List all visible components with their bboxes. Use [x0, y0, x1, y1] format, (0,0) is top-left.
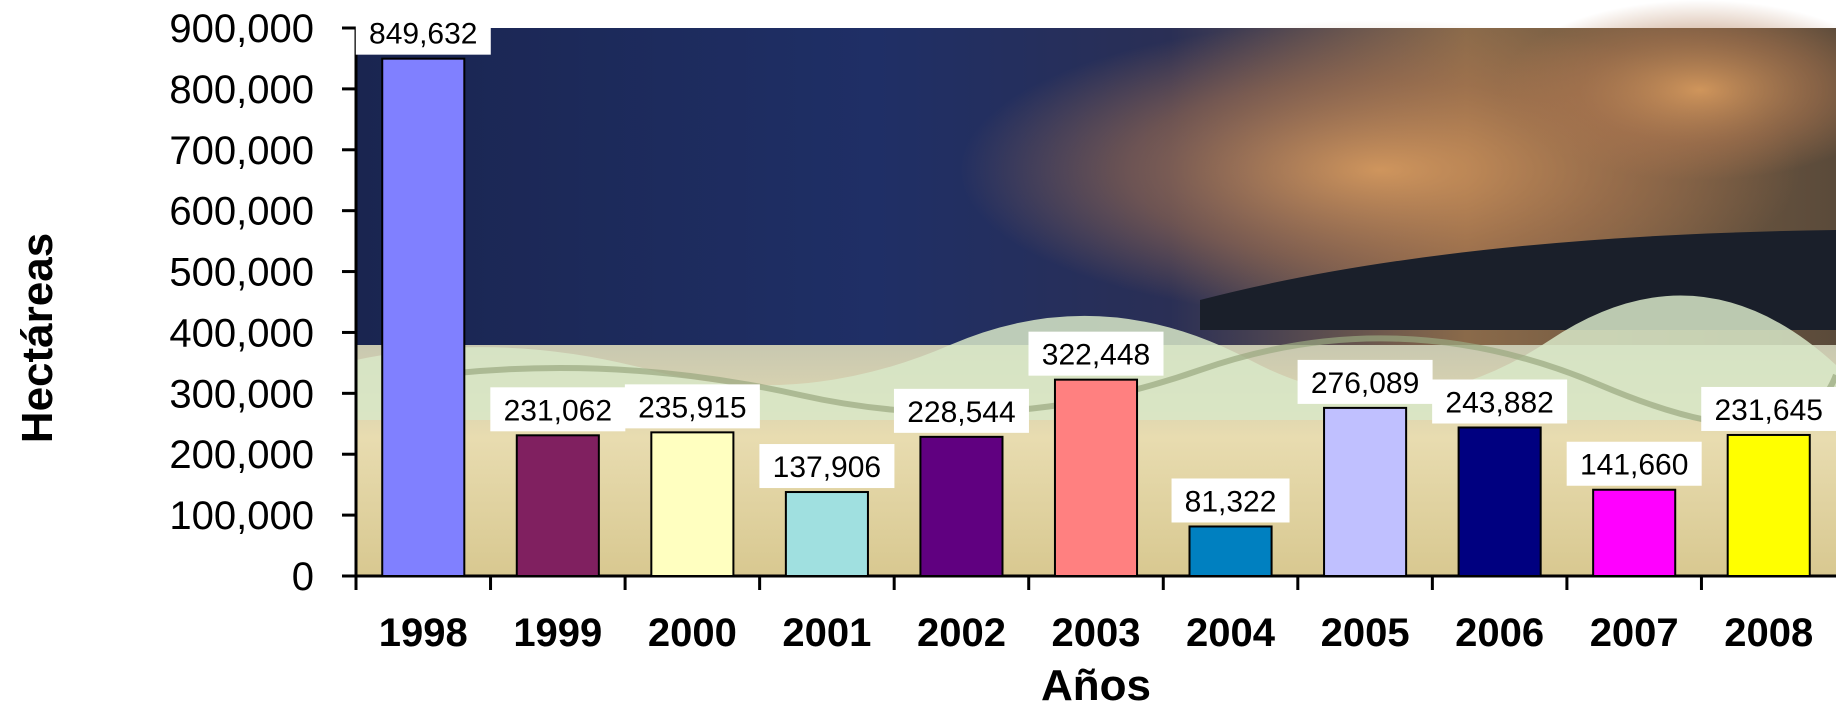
y-tick-label: 300,000 — [169, 372, 314, 416]
data-label-1998: 849,632 — [369, 18, 477, 51]
data-label-box — [1701, 386, 1836, 431]
y-tick-label: 0 — [292, 555, 314, 599]
bar-1999 — [515, 434, 600, 578]
data-label-2008: 231,645 — [1715, 394, 1823, 427]
bar-2000 — [650, 431, 735, 577]
data-label-2002: 228,544 — [907, 396, 1015, 429]
x-tick-label-2006: 2006 — [1455, 611, 1544, 655]
x-tick-label-2000: 2000 — [648, 611, 737, 655]
data-label-1999: 231,062 — [504, 394, 612, 427]
x-tick-label-2008: 2008 — [1724, 611, 1813, 655]
y-axis-ticks: 0 100,000 200,000 300,000 400,000 500,000 600,… — [169, 7, 356, 599]
data-label-2000: 235,915 — [638, 391, 746, 424]
y-tick-label: 200,000 — [169, 433, 314, 477]
bar-1998 — [381, 57, 466, 577]
bar-2002 — [919, 435, 1004, 577]
data-label-2007: 141,660 — [1580, 449, 1688, 482]
bar-2005 — [1323, 406, 1408, 578]
data-labels: 849,632 231,062 235,915 137,906 228,544 322,4… — [355, 10, 1836, 523]
data-label-box — [759, 444, 895, 489]
data-label-2003: 322,448 — [1042, 339, 1150, 372]
bar-2003 — [1053, 378, 1139, 578]
bar-2007 — [1592, 488, 1677, 578]
data-label-2005: 276,089 — [1311, 367, 1419, 400]
data-label-box — [1171, 478, 1290, 523]
bar-2004 — [1188, 525, 1273, 578]
x-tick-label-2003: 2003 — [1052, 611, 1141, 655]
data-label-box — [490, 387, 626, 432]
data-label-box — [624, 384, 760, 429]
x-tick-label-2007: 2007 — [1590, 611, 1679, 655]
x-tick-label-2004: 2004 — [1186, 611, 1276, 655]
y-tick-label: 800,000 — [169, 68, 314, 112]
x-tick-label-1999: 1999 — [513, 611, 602, 655]
y-tick-label: 100,000 — [169, 494, 314, 538]
data-label-box — [1566, 441, 1702, 486]
bar-2008 — [1726, 433, 1811, 577]
data-label-box — [1432, 379, 1568, 424]
bars — [381, 57, 1811, 578]
bar-2001 — [784, 491, 869, 578]
y-tick-label: 700,000 — [169, 129, 314, 173]
y-tick-label: 600,000 — [169, 190, 314, 234]
x-tick-label-2002: 2002 — [917, 611, 1006, 655]
x-tick-label-2005: 2005 — [1321, 611, 1410, 655]
data-label-box — [355, 10, 491, 55]
data-label-box — [1028, 331, 1164, 376]
bar-2006 — [1457, 426, 1542, 577]
y-tick-label: 400,000 — [169, 311, 314, 355]
data-label-box — [1297, 359, 1433, 404]
data-label-2001: 137,906 — [773, 451, 881, 484]
y-tick-label: 500,000 — [169, 251, 314, 295]
data-label-box — [893, 388, 1029, 433]
x-axis-ticks: 1998 1999 2000 2001 2002 2003 2004 2005 2006 2007… — [379, 576, 1813, 655]
x-tick-label-1998: 1998 — [379, 611, 468, 655]
data-label-2006: 243,882 — [1445, 387, 1553, 420]
data-label-2004: 81,322 — [1185, 485, 1277, 518]
x-tick-label-2001: 2001 — [782, 611, 871, 655]
y-axis-title: Hectáreas — [13, 233, 62, 443]
x-axis-title: Años — [1041, 661, 1151, 705]
y-tick-label: 900,000 — [169, 7, 314, 51]
